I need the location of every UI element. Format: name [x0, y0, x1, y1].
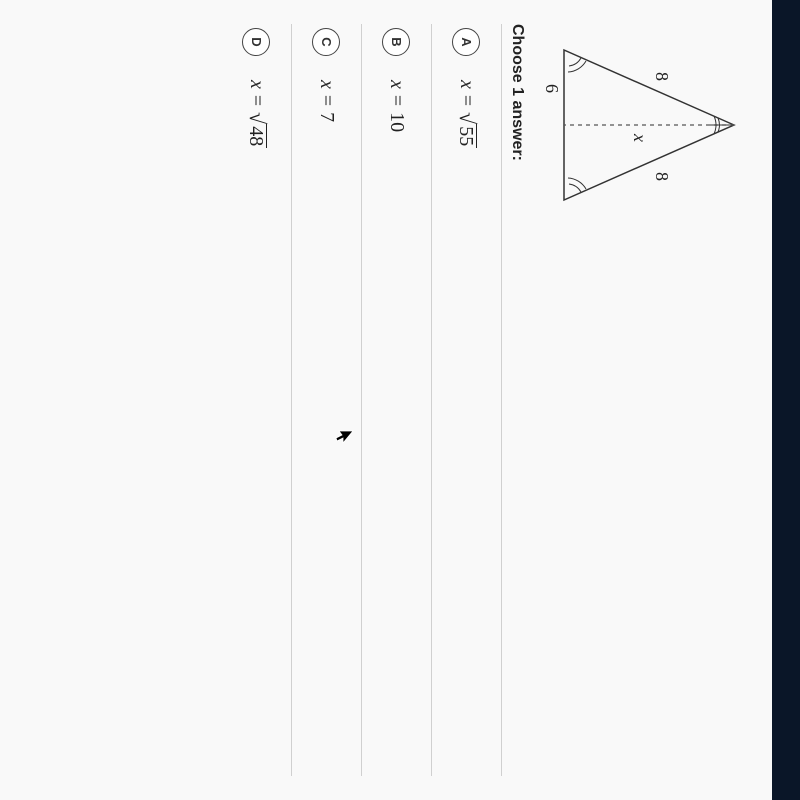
base-left-arc	[569, 58, 581, 66]
question-content: 8 8 x 6 Choose 1 answer: A x= √55 B x=10…	[0, 0, 772, 800]
base-label: 6	[544, 84, 562, 93]
left-side-label: 8	[652, 72, 672, 81]
prompt-text: Choose 1 answer:	[508, 24, 526, 776]
base-right-arc	[569, 184, 581, 192]
choice-a[interactable]: A x= √55	[432, 24, 502, 776]
choice-b[interactable]: B x=10	[362, 24, 432, 776]
triangle-svg: 8 8 x 6	[544, 30, 744, 250]
cursor-icon	[334, 430, 354, 446]
triangle-diagram: 8 8 x 6	[544, 30, 744, 776]
choice-c-text: x=7	[315, 80, 338, 122]
choice-a-letter: A	[453, 28, 481, 56]
altitude-label: x	[630, 133, 650, 142]
rotated-page: 8 8 x 6 Choose 1 answer: A x= √55 B x=10…	[0, 0, 800, 800]
right-side-label: 8	[652, 172, 672, 181]
choice-c[interactable]: C x=7	[292, 24, 362, 776]
choice-d[interactable]: D x= √48	[222, 24, 292, 776]
window-top-bar	[772, 0, 800, 800]
choice-c-letter: C	[313, 28, 341, 56]
choice-b-letter: B	[383, 28, 411, 56]
choice-b-text: x=10	[385, 80, 408, 132]
choice-d-letter: D	[243, 28, 271, 56]
choice-a-text: x= √55	[455, 80, 478, 148]
choice-d-text: x= √48	[245, 80, 268, 148]
